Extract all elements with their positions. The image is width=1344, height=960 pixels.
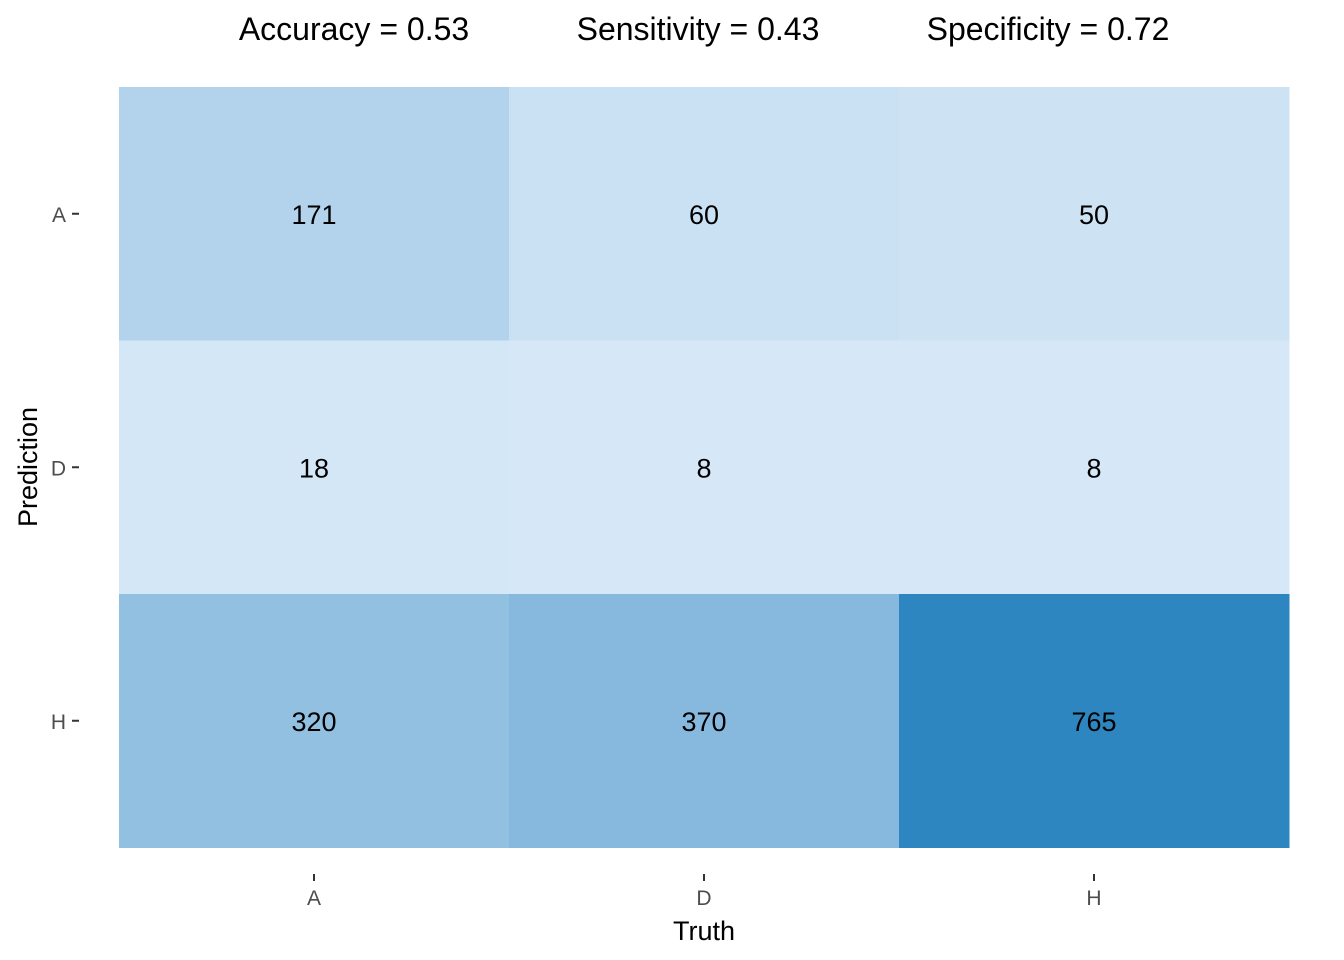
heatmap-cell-d-h [899, 340, 1290, 595]
sensitivity-label: Sensitivity = 0.43 [577, 11, 820, 47]
y-tick-label: H [51, 711, 66, 734]
cell-value-label: 171 [291, 200, 336, 230]
x-tick-label: D [696, 887, 711, 910]
specificity-label: Specificity = 0.72 [927, 11, 1170, 47]
cell-value-label: 8 [1086, 453, 1101, 483]
x-tick-label: A [307, 887, 321, 910]
heatmap-cell-h-d [509, 594, 900, 848]
heatmap-cell-h-a [119, 594, 510, 848]
y-tick-label: A [52, 204, 66, 227]
cell-value-label: 18 [299, 453, 329, 483]
heatmap-cells [119, 87, 1290, 848]
heatmap-cell-a-d [509, 87, 900, 341]
heatmap-cell-d-a [119, 340, 510, 595]
heatmap-cell-h-h [899, 594, 1290, 848]
cell-value-label: 8 [696, 453, 711, 483]
cell-value-label: 765 [1071, 707, 1116, 737]
cell-value-labels: 171 60 50 18 8 8 320 370 765 [291, 200, 1116, 737]
y-axis: A D H [51, 204, 79, 734]
cell-value-label: 320 [291, 707, 336, 737]
accuracy-label: Accuracy = 0.53 [239, 11, 469, 47]
cell-value-label: 50 [1079, 200, 1109, 230]
cell-value-label: 370 [681, 707, 726, 737]
metrics-header: Accuracy = 0.53 Sensitivity = 0.43 Speci… [239, 11, 1170, 47]
cell-value-label: 60 [689, 200, 719, 230]
y-axis-title: Prediction [13, 407, 43, 527]
heatmap-cell-a-h [899, 87, 1290, 341]
x-axis-title: Truth [673, 916, 735, 946]
y-tick-label: D [51, 457, 66, 480]
heatmap-cell-d-d [509, 340, 900, 595]
x-tick-label: H [1086, 887, 1101, 910]
heatmap-cell-a-a [119, 87, 510, 341]
